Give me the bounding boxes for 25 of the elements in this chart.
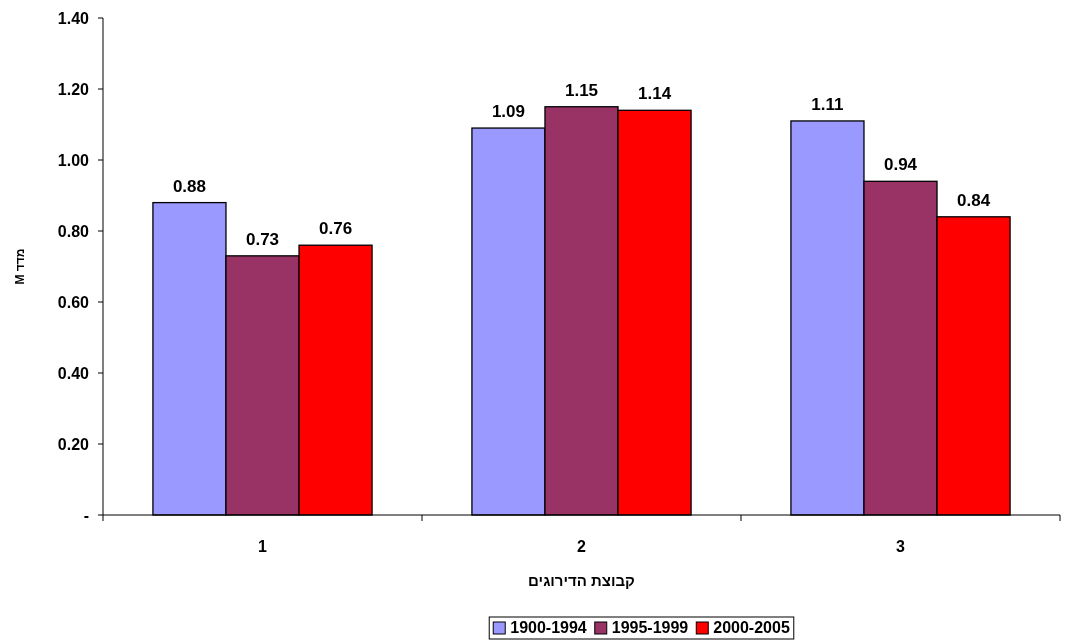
data-label: 0.88 — [172, 176, 206, 196]
y-tick-label: 0.40 — [57, 365, 90, 382]
x-axis-title: קבוצת הדירוגים — [528, 572, 635, 589]
y-tick-label: 0.20 — [57, 436, 90, 453]
data-label: 0.76 — [319, 219, 353, 239]
x-tick-label: 3 — [896, 538, 906, 555]
data-label: 1.09 — [491, 102, 525, 122]
data-label: 1.15 — [564, 80, 599, 100]
y-tick-label: 1.20 — [57, 81, 90, 98]
y-tick-label: - — [83, 507, 89, 524]
legend-label: 1995-1999 — [611, 619, 689, 636]
y-axis-title: מדד M — [13, 248, 27, 285]
x-tick-label: 2 — [577, 538, 587, 555]
data-label: 1.14 — [638, 84, 672, 104]
y-tick-label: 0.80 — [57, 223, 90, 240]
data-label: 0.84 — [957, 190, 991, 210]
data-label: 1.11 — [811, 94, 844, 114]
data-label: 0.94 — [883, 155, 918, 175]
y-tick-label: 0.60 — [57, 294, 90, 311]
y-tick-label: 1.00 — [57, 152, 90, 169]
x-tick-label: 1 — [258, 538, 268, 555]
legend-label: 1900-1994 — [510, 619, 587, 636]
y-tick-label: 1.40 — [57, 10, 90, 27]
data-label: 0.73 — [245, 229, 280, 249]
legend-label: 2000-2005 — [713, 619, 790, 636]
